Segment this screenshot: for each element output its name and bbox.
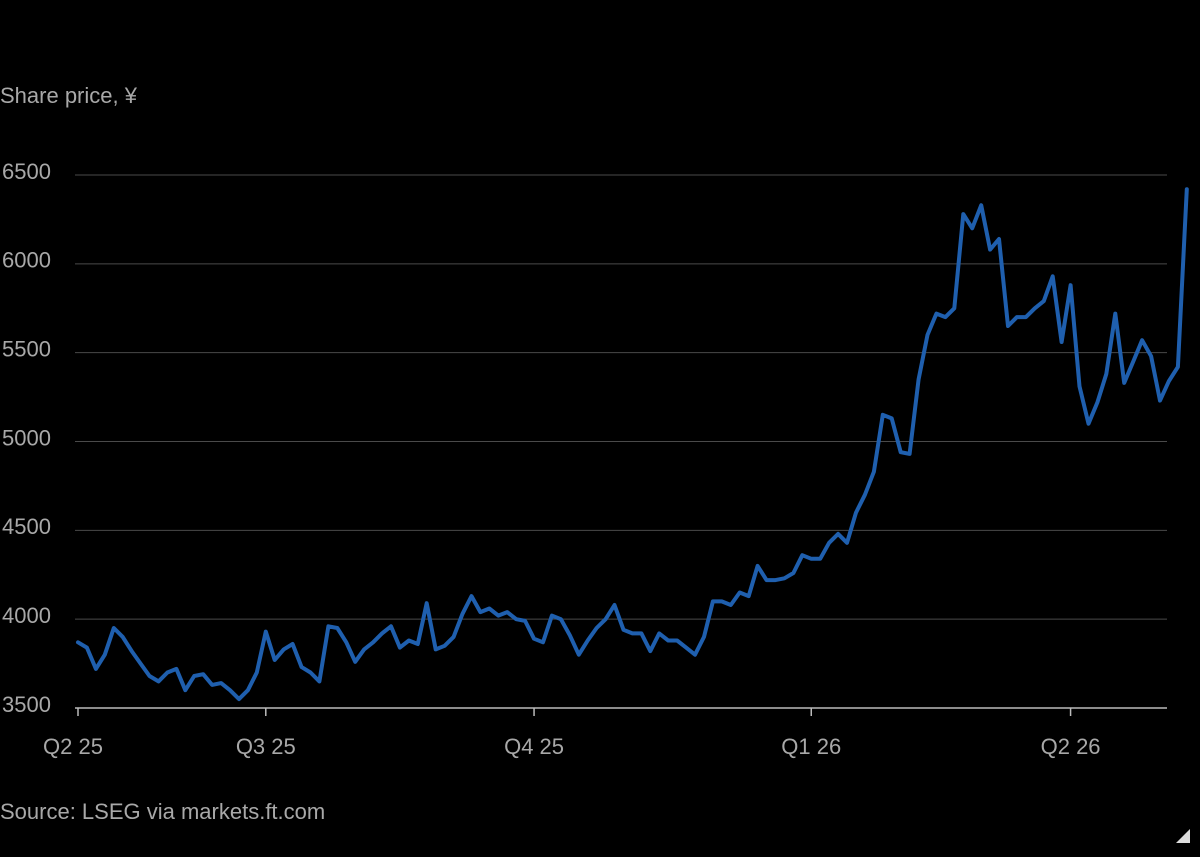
source: Source: LSEG via markets.ft.com [0, 799, 325, 824]
y-tick-label: 4000 [2, 603, 51, 628]
x-tick-label: Q1 26 [781, 734, 841, 759]
x-tick-label: Q2 25 [43, 734, 103, 759]
y-tick-label: 5500 [2, 336, 51, 361]
chart-title: Share price, ¥ [0, 83, 138, 108]
y-tick-label: 5000 [2, 425, 51, 450]
x-tick-label: Q2 26 [1041, 734, 1101, 759]
y-tick-label: 3500 [2, 692, 51, 717]
y-tick-label: 6500 [2, 159, 51, 184]
x-tick-label: Q3 25 [236, 734, 296, 759]
price-line [76, 187, 1189, 702]
resize-icon [1176, 829, 1190, 843]
y-tick-label: 6000 [2, 248, 51, 273]
y-tick-label: 4500 [2, 514, 51, 539]
x-tick-label: Q4 25 [504, 734, 564, 759]
